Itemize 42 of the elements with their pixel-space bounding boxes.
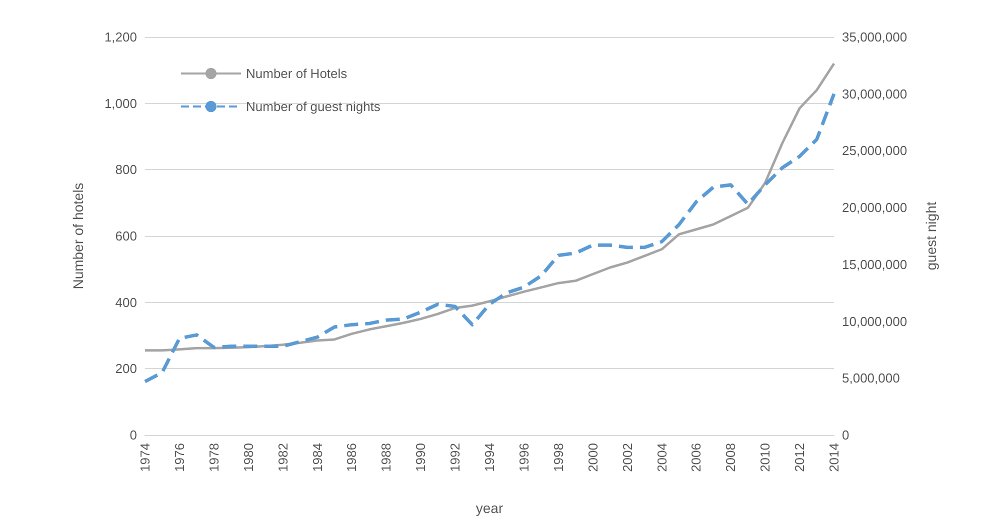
y-tick-label: 400 <box>115 294 137 310</box>
x-tick-label: 2012 <box>792 443 808 472</box>
x-tick-label: 2000 <box>585 443 600 472</box>
line-series <box>143 92 836 384</box>
x-tick-label: 2014 <box>826 443 842 472</box>
y2-tick-label: 30,000,000 <box>842 86 908 102</box>
legend-label: Number of guest nights <box>246 99 381 114</box>
x-tick-label: 1992 <box>448 443 463 472</box>
y-axis-title: Number of hotels <box>70 182 86 290</box>
legend-label: Number of Hotels <box>246 66 348 81</box>
y-tick-label: 600 <box>115 228 137 244</box>
y-tick-label: 1,200 <box>104 30 137 44</box>
x-axis-title: year <box>476 500 504 516</box>
x-tick-label: 1974 <box>138 443 152 472</box>
x-tick-label: 1998 <box>550 443 566 472</box>
x-tick-label: 1986 <box>344 443 360 472</box>
x-tick-label: 1984 <box>310 443 325 472</box>
y2-tick-label: 0 <box>842 428 850 442</box>
x-tick-label: 1994 <box>482 443 497 472</box>
x-tick-label: 2010 <box>758 443 773 472</box>
x-tick-label: 2004 <box>654 443 670 472</box>
x-tick-label: 1988 <box>378 443 394 472</box>
x-tick-label: 1976 <box>172 443 187 472</box>
y2-tick-label: 5,000,000 <box>842 370 900 386</box>
y-tick-label: 800 <box>115 162 137 178</box>
x-tick-label: 2002 <box>620 443 635 472</box>
y-tick-label: 0 <box>130 428 137 442</box>
y2-axis-title: guest night <box>923 202 939 270</box>
x-tick-label: 2006 <box>688 443 704 472</box>
x-tick-label: 1978 <box>206 443 222 472</box>
y2-tick-label: 35,000,000 <box>842 30 908 44</box>
y-tick-label: 200 <box>115 361 137 376</box>
x-tick-label: 1996 <box>516 443 532 472</box>
x-tick-label: 1980 <box>240 443 256 472</box>
y2-tick-label: 20,000,000 <box>842 200 908 216</box>
y2-tick-label: 10,000,000 <box>842 314 908 329</box>
x-tick-label: 1982 <box>275 443 290 472</box>
y2-tick-label: 15,000,000 <box>842 256 908 272</box>
x-tick-label: 1990 <box>413 443 428 472</box>
y2-tick-label: 25,000,000 <box>842 143 908 158</box>
y-tick-label: 1,000 <box>104 96 137 111</box>
x-tick-label: 2008 <box>723 443 738 472</box>
